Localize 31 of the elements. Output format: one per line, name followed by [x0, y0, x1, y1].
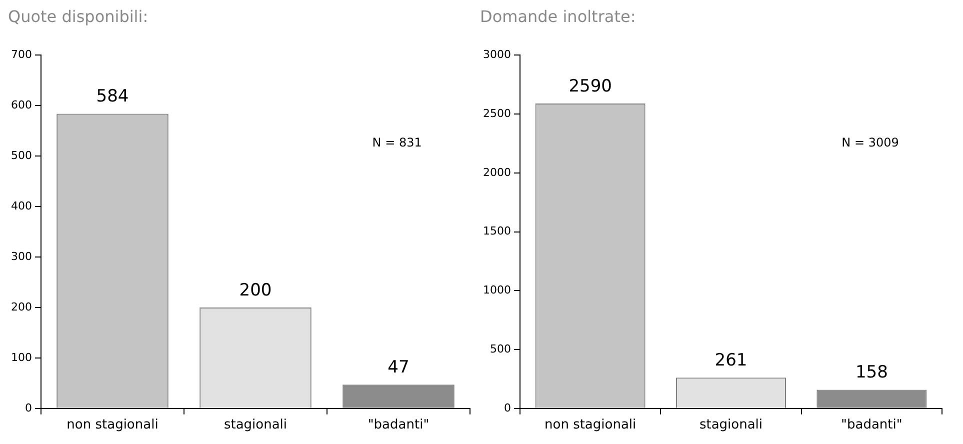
y-tick-label: 3000: [482, 48, 511, 62]
data-label: 200: [239, 280, 272, 300]
y-tick-label: 0: [24, 401, 32, 414]
data-label: 158: [855, 362, 888, 383]
annotation: N = 3009: [842, 136, 899, 150]
y-tick-label: 200: [10, 300, 32, 314]
y-tick-label: 300: [10, 250, 32, 263]
y-tick-label: 1000: [482, 284, 511, 297]
x-tick-label: "badanti": [840, 418, 902, 433]
x-tick-label: non stagionali: [66, 418, 158, 433]
x-tick-label: stagionali: [224, 418, 288, 433]
y-tick-label: 600: [10, 98, 32, 112]
data-label: 584: [96, 86, 129, 107]
y-tick-label: 2500: [482, 106, 511, 120]
x-tick-label: "badanti": [368, 418, 430, 433]
y-tick-label: 500: [490, 342, 511, 356]
y-tick-label: 400: [10, 199, 32, 212]
y-tick-label: 700: [10, 48, 32, 62]
chart-title: Quote disponibili:: [8, 6, 148, 26]
data-label: 2590: [568, 76, 612, 96]
y-tick-label: 500: [10, 148, 32, 162]
y-tick-label: 100: [10, 350, 32, 364]
x-tick-label: non stagionali: [544, 418, 636, 433]
data-label: 261: [714, 350, 748, 371]
y-tick-label: 2000: [482, 166, 511, 179]
x-tick-label: stagionali: [699, 418, 763, 433]
chart-title: Domande inoltrate:: [480, 6, 636, 26]
annotation: N = 831: [372, 136, 422, 150]
y-tick-label: 0: [504, 401, 511, 414]
y-tick-label: 1500: [482, 224, 511, 238]
data-label: 47: [388, 358, 410, 378]
